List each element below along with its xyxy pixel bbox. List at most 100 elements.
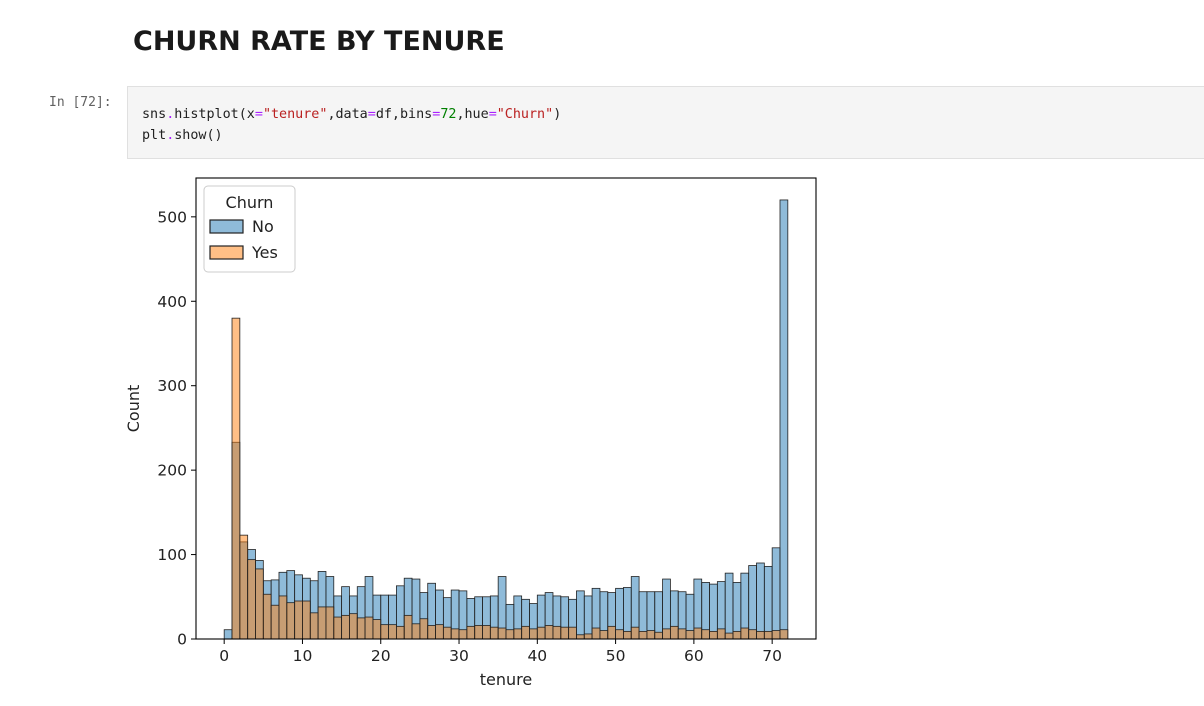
- bar-yes: [466, 625, 476, 640]
- bar-yes: [662, 628, 671, 640]
- bar-yes: [505, 629, 515, 640]
- code-token: =: [367, 107, 376, 122]
- bar-yes: [771, 630, 781, 640]
- bar-no: [724, 572, 734, 640]
- bar-yes: [239, 534, 249, 640]
- bar-yes: [748, 629, 757, 640]
- plot-frame: [195, 177, 817, 640]
- bar-yes: [333, 616, 343, 640]
- bar-yes: [552, 625, 562, 640]
- code-token: =: [432, 107, 441, 122]
- x-tick-label: 10: [293, 647, 313, 665]
- chart-axes: 0 10 20 30 40 50 60 70 0 100 200 300 400 500 tenure Cou…: [124, 177, 817, 689]
- legend-label-yes: Yes: [251, 243, 278, 262]
- x-tick-label: 70: [762, 647, 782, 665]
- code-token: "Churn": [496, 107, 554, 122]
- chart-legend: Churn No Yes: [203, 185, 296, 273]
- bar-yes: [623, 630, 632, 640]
- y-tick-label: 500: [157, 208, 187, 226]
- bar-yes: [536, 626, 546, 640]
- bar-no: [763, 565, 773, 640]
- bar-yes: [709, 630, 718, 640]
- bar-yes: [756, 630, 765, 640]
- bar-yes: [294, 600, 303, 640]
- bar-yes: [317, 606, 327, 640]
- bar-yes: [615, 629, 624, 640]
- bar-yes: [442, 626, 452, 640]
- bar-yes: [669, 625, 679, 640]
- bar-yes: [576, 634, 585, 640]
- bar-yes: [231, 317, 241, 640]
- code-token: =: [254, 107, 263, 122]
- cell-output: 0 10 20 30 40 50 60 70 0 100 200 300 400 500 tenure Cou…: [118, 172, 838, 706]
- y-tick-label: 0: [177, 631, 187, 649]
- y-axis-label: Count: [124, 385, 143, 433]
- bar-yes: [560, 626, 570, 640]
- code-token: ): [553, 107, 562, 122]
- bar-yes: [372, 619, 382, 640]
- bar-yes: [262, 593, 272, 640]
- bar-yes: [489, 626, 499, 640]
- bar-yes: [247, 559, 256, 640]
- bar-yes: [395, 625, 405, 640]
- code-token: histplot(x: [174, 107, 255, 122]
- bar-yes: [255, 568, 264, 640]
- bar-yes: [435, 624, 444, 640]
- bar-yes: [646, 630, 656, 640]
- bar-yes: [325, 606, 335, 640]
- bar-yes: [356, 617, 366, 640]
- bar-no: [223, 629, 233, 640]
- code-token: plt: [142, 128, 167, 143]
- bar-yes: [701, 629, 710, 640]
- legend-swatch-no: [209, 219, 244, 234]
- legend-swatch-yes: [209, 245, 244, 260]
- section-heading: CHURN RATE BY TENURE: [133, 26, 505, 57]
- bar-yes: [474, 625, 483, 640]
- bar-yes: [450, 628, 460, 640]
- bar-yes: [544, 625, 554, 640]
- histogram-chart: 0 10 20 30 40 50 60 70 0 100 200 300 400 500 tenure Cou…: [124, 177, 817, 689]
- bar-yes: [419, 618, 429, 640]
- code-token: 72: [440, 107, 457, 122]
- bar-yes: [482, 625, 491, 640]
- bar-yes: [513, 628, 523, 640]
- bar-no: [771, 547, 781, 640]
- bar-yes: [309, 612, 319, 640]
- bar-yes: [529, 628, 538, 640]
- code-token: ,data: [327, 107, 368, 122]
- bar-yes: [685, 630, 695, 640]
- bar-yes: [724, 632, 734, 640]
- bar-no: [779, 199, 789, 640]
- bar-yes: [654, 631, 663, 640]
- bar-yes: [607, 625, 616, 640]
- code-token: df,bins: [375, 107, 433, 122]
- x-tick-label: 30: [449, 647, 469, 665]
- bar-yes: [630, 626, 640, 640]
- bar-yes: [497, 627, 507, 640]
- bar-yes: [568, 626, 577, 640]
- x-tick-label: 50: [606, 647, 626, 665]
- x-axis-label: tenure: [480, 670, 532, 689]
- bar-yes: [427, 625, 436, 640]
- x-tick-label: 40: [527, 647, 547, 665]
- code-cell[interactable]: sns.histplot(x="tenure",data=df,bins=72,…: [127, 86, 1204, 159]
- legend-title: Churn: [226, 193, 274, 212]
- bar-yes: [599, 630, 609, 640]
- bar-no: [576, 590, 585, 640]
- bar-yes: [380, 624, 389, 640]
- code-token: .: [166, 107, 175, 122]
- code-editor[interactable]: sns.histplot(x="tenure",data=df,bins=72,…: [142, 104, 561, 146]
- bar-no: [583, 595, 593, 640]
- bar-yes: [364, 616, 374, 640]
- bar-yes: [388, 624, 397, 640]
- bar-yes: [349, 613, 358, 640]
- bar-yes: [779, 629, 789, 640]
- code-token: ,hue: [456, 107, 489, 122]
- x-tick-label: 20: [371, 647, 391, 665]
- bar-no: [756, 562, 765, 640]
- bar-yes: [521, 625, 530, 640]
- bar-yes: [716, 628, 726, 640]
- bar-yes: [740, 627, 750, 640]
- series-no-bars: [223, 199, 789, 640]
- bar-yes: [302, 600, 311, 640]
